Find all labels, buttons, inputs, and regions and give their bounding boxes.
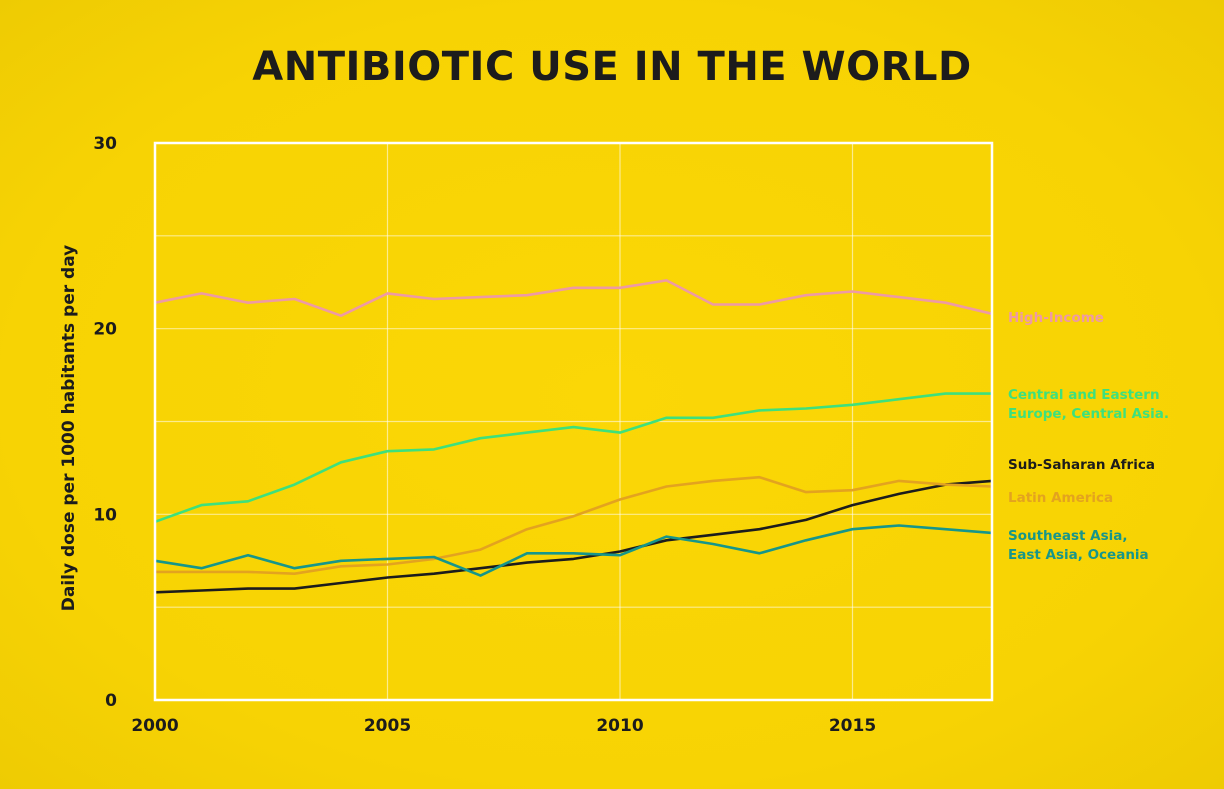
series-label-1: Europe, Central Asia. <box>1008 406 1169 422</box>
series-lines <box>154 279 993 594</box>
series-line-1 <box>154 392 992 524</box>
series-line-3 <box>155 475 993 576</box>
x-tick-label: 2005 <box>364 716 411 736</box>
x-tick-label: 2000 <box>131 716 178 736</box>
y-tick-label: 0 <box>105 691 117 711</box>
series-label-0: High-Income <box>1008 310 1104 326</box>
series-label-2: Sub-Saharan Africa <box>1008 457 1155 473</box>
y-tick-label: 10 <box>93 505 117 525</box>
series-labels: High-Income Central and Eastern Europe, Ce… <box>1008 310 1169 563</box>
x-tick-label: 2010 <box>596 716 643 736</box>
y-tick-label: 20 <box>93 320 117 340</box>
grid <box>155 143 992 700</box>
y-axis-label: Daily dose per 1000 habitants per day <box>59 245 79 612</box>
series-label-4: Southeast Asia, <box>1008 528 1127 544</box>
series-label-3: Latin America <box>1008 490 1113 506</box>
plot-frame <box>153 141 994 702</box>
y-tick-label: 30 <box>93 134 117 154</box>
series-line-2 <box>154 479 993 594</box>
series-label-4: East Asia, Oceania <box>1008 547 1149 563</box>
axes: 0 10 20 30 2000 2005 2010 2015 <box>93 134 994 736</box>
series-label-1: Central and Eastern <box>1008 387 1160 403</box>
x-tick-label: 2015 <box>829 716 876 736</box>
series-line-0 <box>154 279 993 318</box>
series-line-4 <box>154 524 993 577</box>
chart-title: ANTIBIOTIC USE IN THE WORLD <box>252 44 972 90</box>
